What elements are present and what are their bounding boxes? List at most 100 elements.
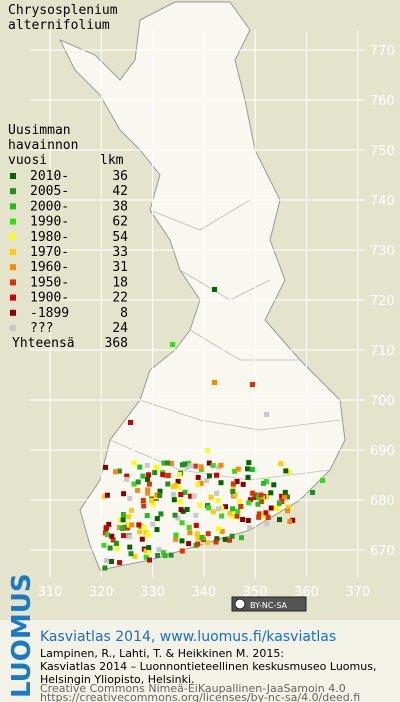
record-square xyxy=(285,494,290,500)
record-square xyxy=(285,504,291,510)
record-square xyxy=(195,541,201,547)
legend-swatch xyxy=(10,188,16,195)
record-square xyxy=(260,495,265,501)
record-square xyxy=(139,536,145,542)
y-label: 720 xyxy=(370,294,395,309)
record-square xyxy=(178,492,184,497)
record-square xyxy=(234,479,240,484)
record-square xyxy=(279,499,285,504)
legend-label: 1980- xyxy=(30,230,69,245)
record-square xyxy=(109,559,114,564)
citation-line: Kasviatlas 2014 – Luonnontieteellinen ke… xyxy=(40,660,376,673)
legend-swatch xyxy=(10,309,16,316)
record-square xyxy=(150,502,156,507)
legend-count: 38 xyxy=(112,199,128,214)
record-square xyxy=(194,482,200,487)
record-square xyxy=(116,468,122,474)
record-square xyxy=(136,522,142,528)
record-square xyxy=(204,540,210,545)
legend-label: 1900- xyxy=(30,291,69,306)
record-square xyxy=(237,499,242,505)
record-square xyxy=(188,463,194,469)
record-square xyxy=(204,478,210,483)
x-label: 350 xyxy=(243,585,268,600)
record-square xyxy=(141,524,147,530)
record-square xyxy=(145,477,151,482)
record-square xyxy=(124,473,130,479)
license-url: https://creativecommons.org/licenses/by-… xyxy=(40,691,360,702)
y-label: 730 xyxy=(370,244,395,259)
record-square xyxy=(148,497,154,503)
legend-count: 42 xyxy=(112,184,128,199)
legend-label: 2010- xyxy=(30,169,69,184)
x-label: 340 xyxy=(191,585,216,600)
record-square xyxy=(210,509,216,515)
y-label: 770 xyxy=(370,44,395,59)
record-square xyxy=(261,480,266,486)
record-square xyxy=(256,511,262,517)
record-square xyxy=(186,541,192,547)
record-square xyxy=(127,496,133,501)
record-square xyxy=(258,499,264,505)
record-square xyxy=(103,525,109,531)
legend-heading: Uusimman xyxy=(8,123,71,138)
record-square xyxy=(140,473,146,479)
record-square xyxy=(245,474,251,480)
record-square xyxy=(102,565,108,571)
record-square xyxy=(240,517,246,522)
legend-swatch xyxy=(10,264,16,271)
legend-count: 62 xyxy=(112,215,128,230)
record-square xyxy=(232,468,238,474)
record-square xyxy=(172,512,178,518)
record-square xyxy=(169,460,174,466)
record-square xyxy=(157,493,163,498)
record-square xyxy=(216,526,222,532)
record-square xyxy=(261,513,267,519)
record-square xyxy=(290,517,296,523)
record-square xyxy=(155,553,161,558)
legend-swatch xyxy=(10,249,16,255)
legend-swatch xyxy=(10,294,16,301)
record-square xyxy=(145,490,151,496)
record-square xyxy=(160,472,166,478)
record-square xyxy=(154,516,160,522)
legend-label: 1960- xyxy=(30,260,69,275)
legend-label: 2000- xyxy=(30,199,69,214)
record-square xyxy=(223,504,228,510)
legend-swatch xyxy=(10,173,16,179)
record-square xyxy=(170,342,175,347)
record-square xyxy=(263,510,269,516)
record-square xyxy=(120,517,126,523)
record-square xyxy=(125,514,131,520)
record-square xyxy=(215,506,221,512)
legend-count: 33 xyxy=(112,245,128,260)
legend-label: -1899 xyxy=(30,306,69,321)
record-square xyxy=(182,489,188,495)
y-label: 710 xyxy=(370,344,395,359)
record-square xyxy=(214,536,220,542)
record-square xyxy=(218,462,224,468)
record-square xyxy=(113,469,119,475)
record-square xyxy=(252,492,258,498)
record-square xyxy=(162,553,168,559)
record-square xyxy=(230,488,236,494)
record-square xyxy=(110,537,116,543)
record-square xyxy=(277,517,282,523)
record-square xyxy=(187,530,193,536)
legend-label: 2005- xyxy=(30,184,69,199)
record-square xyxy=(250,490,256,496)
record-square xyxy=(128,551,134,557)
y-label: 690 xyxy=(370,444,395,459)
record-square xyxy=(206,460,212,466)
record-square xyxy=(198,480,204,486)
record-square xyxy=(245,518,251,523)
record-square xyxy=(238,504,244,509)
record-square xyxy=(219,513,225,519)
logo: LUOMUS xyxy=(7,573,37,698)
record-square xyxy=(132,553,138,559)
record-square xyxy=(109,533,115,539)
record-square xyxy=(156,547,162,553)
y-label: 760 xyxy=(370,94,395,109)
record-square xyxy=(175,484,181,490)
record-square xyxy=(268,505,274,511)
